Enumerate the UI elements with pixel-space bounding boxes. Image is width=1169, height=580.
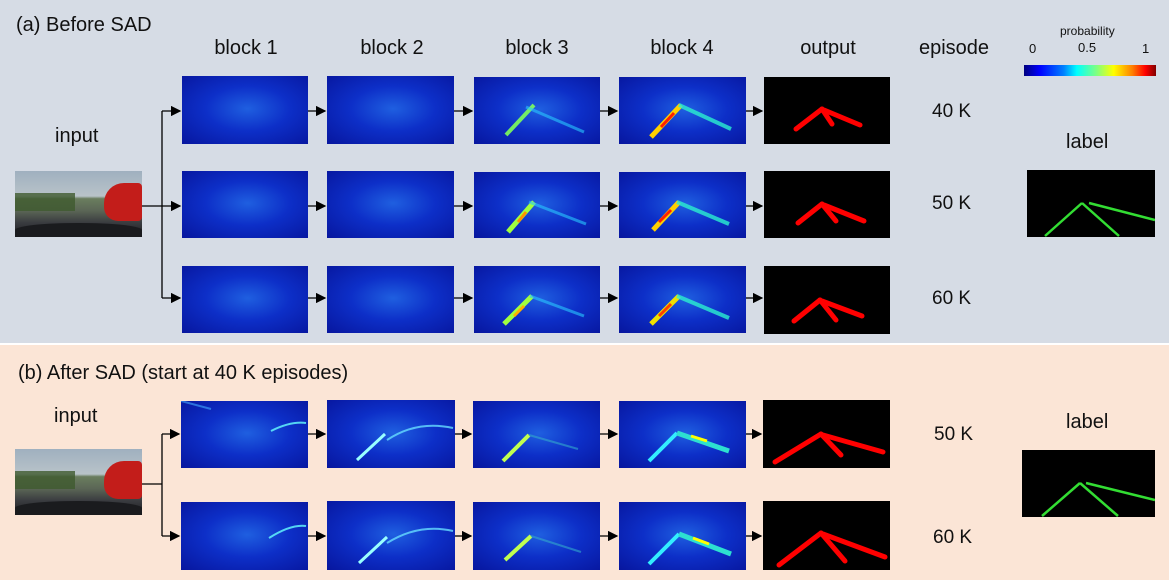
panel-b-row1-block-4 bbox=[619, 401, 746, 468]
panel-b-row1-block-1 bbox=[181, 401, 308, 468]
panel-a-row3-block-3 bbox=[474, 266, 600, 333]
panel-b-row1-output bbox=[763, 400, 890, 468]
colorbar-tick-1: 1 bbox=[1142, 41, 1150, 56]
panel-b-label-title: label bbox=[1066, 411, 1109, 433]
header-block-4: block 4 bbox=[650, 37, 714, 59]
panel-a-row1-block-3 bbox=[474, 77, 600, 144]
panel-a-label-image bbox=[1027, 170, 1155, 237]
panel-a-row2-block-2 bbox=[327, 171, 454, 238]
panel-a-row3-block-2 bbox=[327, 266, 454, 333]
panel-a-row1-output bbox=[764, 77, 890, 144]
panel-b-episode-60k: 60 K bbox=[933, 527, 973, 548]
panel-a-row3-block-4 bbox=[619, 266, 746, 333]
panel-a-row2-block-3 bbox=[474, 172, 600, 238]
header-block-1: block 1 bbox=[214, 37, 278, 59]
panel-b-row2-block-3 bbox=[473, 502, 600, 570]
panel-a-row1-block-1 bbox=[182, 76, 308, 144]
label-lanes-b bbox=[1041, 481, 1155, 517]
panel-a-episode-60k: 60 K bbox=[932, 288, 972, 309]
panel-b-row2-block-4 bbox=[619, 502, 746, 570]
panel-b-row2-block-2 bbox=[327, 501, 455, 570]
panel-a-episode-50k: 50 K bbox=[932, 193, 972, 214]
colorbar-title: probability bbox=[1060, 24, 1115, 38]
panel-a-row2-block-4 bbox=[619, 172, 746, 238]
panel-a-row2-output bbox=[764, 171, 890, 238]
panel-a-row3-output bbox=[764, 266, 890, 334]
panel-b-row1-block-3 bbox=[473, 401, 600, 468]
colorbar-gradient bbox=[1024, 65, 1156, 76]
header-block-3: block 3 bbox=[505, 37, 569, 59]
panel-a-input-label: input bbox=[55, 125, 99, 147]
panel-a-row1-block-4 bbox=[619, 77, 746, 144]
panel-b-row1-block-2 bbox=[327, 400, 455, 468]
panel-a-label-title: label bbox=[1066, 131, 1109, 153]
panel-b-episode-50k: 50 K bbox=[934, 424, 974, 445]
panel-b-label-image bbox=[1022, 450, 1155, 517]
panel-a-row1-block-2 bbox=[327, 76, 454, 144]
panel-a-episode-40k: 40 K bbox=[932, 101, 972, 122]
panel-a-title: (a) Before SAD bbox=[16, 14, 152, 36]
header-output: output bbox=[800, 37, 856, 59]
panel-b-input-label: input bbox=[54, 405, 98, 427]
panel-b-row2-block-1 bbox=[181, 502, 308, 570]
panel-a-row2-block-1 bbox=[182, 171, 308, 238]
panel-b-input-image bbox=[15, 449, 142, 515]
colorbar-tick-mid: 0.5 bbox=[1078, 40, 1097, 55]
label-lanes bbox=[1044, 201, 1155, 237]
panel-a-input-image bbox=[15, 171, 142, 237]
panel-a-row3-block-1 bbox=[182, 266, 308, 333]
header-block-2: block 2 bbox=[360, 37, 424, 59]
panel-b-title: (b) After SAD (start at 40 K episodes) bbox=[18, 362, 349, 384]
colorbar-tick-0: 0 bbox=[1029, 41, 1037, 56]
header-episode: episode bbox=[918, 37, 990, 59]
panel-b-row2-output bbox=[763, 501, 890, 570]
